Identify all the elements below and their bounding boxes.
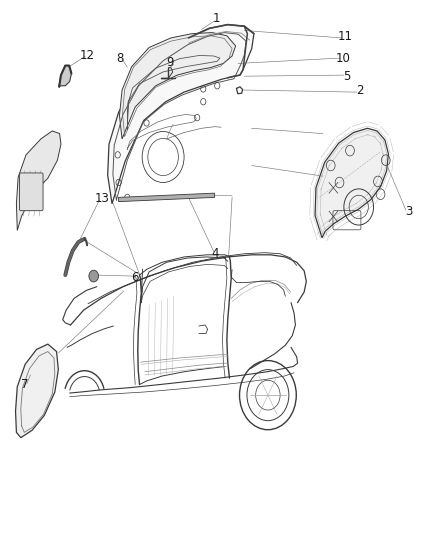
Text: 6: 6 [131, 271, 139, 284]
Polygon shape [59, 66, 71, 87]
Text: 12: 12 [80, 49, 95, 62]
Text: 4: 4 [211, 247, 219, 260]
Text: 5: 5 [343, 70, 350, 83]
Text: 8: 8 [116, 52, 123, 64]
Text: 2: 2 [356, 84, 364, 97]
Text: 7: 7 [21, 378, 28, 391]
Text: 13: 13 [95, 192, 110, 205]
Text: 9: 9 [166, 56, 174, 69]
Polygon shape [120, 33, 236, 139]
Text: 11: 11 [337, 30, 352, 43]
Polygon shape [315, 128, 389, 238]
Text: 3: 3 [405, 205, 412, 218]
Polygon shape [15, 344, 58, 438]
Text: 10: 10 [336, 52, 350, 64]
Circle shape [89, 270, 99, 282]
Polygon shape [119, 193, 215, 201]
Polygon shape [16, 131, 61, 230]
Polygon shape [108, 25, 254, 204]
Text: 1: 1 [212, 12, 220, 25]
FancyBboxPatch shape [19, 173, 43, 211]
